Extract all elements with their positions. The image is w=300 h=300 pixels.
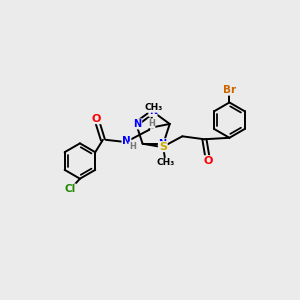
Text: CH₃: CH₃ [157,158,175,167]
Text: N: N [158,139,166,149]
Text: O: O [92,114,101,124]
Text: O: O [203,156,213,166]
Text: N: N [134,119,142,129]
Text: H: H [148,119,155,128]
Text: Cl: Cl [64,184,76,194]
Text: N: N [149,106,157,116]
Text: N: N [122,136,131,146]
Text: CH₃: CH₃ [145,103,163,112]
Text: H: H [129,142,136,151]
Text: Br: Br [223,85,236,95]
Text: S: S [159,142,167,152]
